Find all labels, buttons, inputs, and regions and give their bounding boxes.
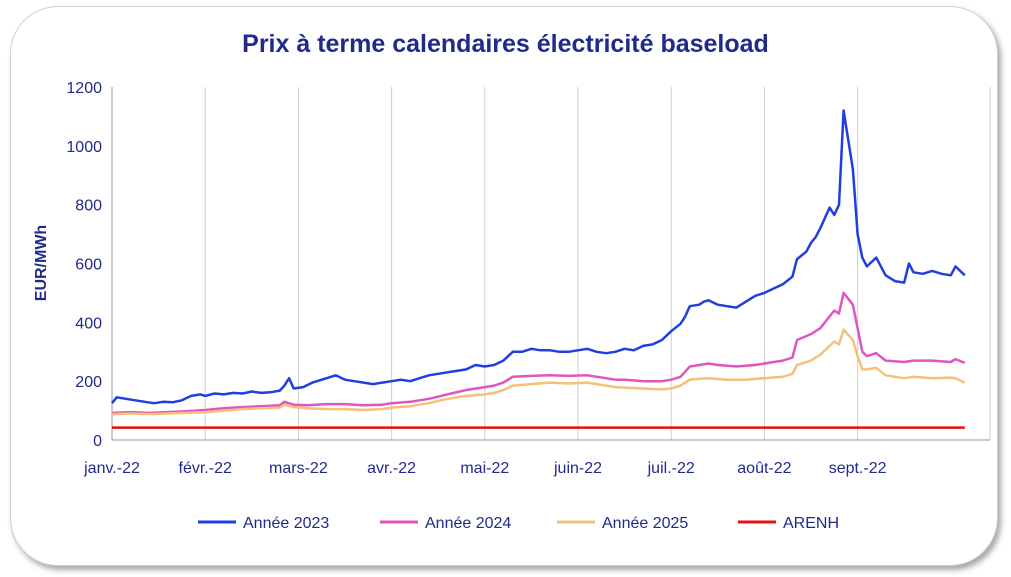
legend-label: ARENH xyxy=(783,515,839,532)
y-tick-label: 400 xyxy=(75,315,102,332)
legend-label: Année 2023 xyxy=(243,515,329,532)
y-tick-label: 200 xyxy=(75,374,102,391)
x-tick-label: janv.-22 xyxy=(83,460,140,477)
y-tick-label: 1000 xyxy=(66,139,102,156)
legend-label: Année 2025 xyxy=(602,515,688,532)
legend-label: Année 2024 xyxy=(425,515,511,532)
x-tick-label: juin-22 xyxy=(553,460,602,477)
y-axis-ticks: 0 200 400 600 800 1000 1200 xyxy=(66,80,102,450)
x-tick-label: févr.-22 xyxy=(179,460,232,477)
x-tick-label: mars-22 xyxy=(269,460,328,477)
series-line-1 xyxy=(111,291,966,415)
y-tick-label: 800 xyxy=(75,198,102,215)
chart-card xyxy=(10,6,998,566)
x-tick-label: mai-22 xyxy=(460,460,509,477)
y-axis-label: EUR/MWh xyxy=(33,225,50,301)
x-tick-label: juil.-22 xyxy=(647,460,695,477)
series-line-0 xyxy=(111,109,966,405)
legend: Année 2023 Année 2024 Année 2025 ARENH xyxy=(198,515,839,532)
x-tick-label: août-22 xyxy=(737,460,791,477)
x-tick-label: sept.-22 xyxy=(829,460,887,477)
y-tick-label: 1200 xyxy=(66,80,102,97)
grid-lines xyxy=(111,87,991,441)
y-tick-label: 0 xyxy=(93,433,102,450)
series-lines xyxy=(111,109,966,429)
series-line-2 xyxy=(111,328,966,416)
chart-title: Prix à terme calendaires électricité bas… xyxy=(242,30,769,58)
x-tick-label: avr.-22 xyxy=(367,460,416,477)
x-axis-ticks: janv.-22 févr.-22 mars-22 avr.-22 mai-22 juin… xyxy=(83,460,886,477)
y-tick-label: 600 xyxy=(75,257,102,274)
